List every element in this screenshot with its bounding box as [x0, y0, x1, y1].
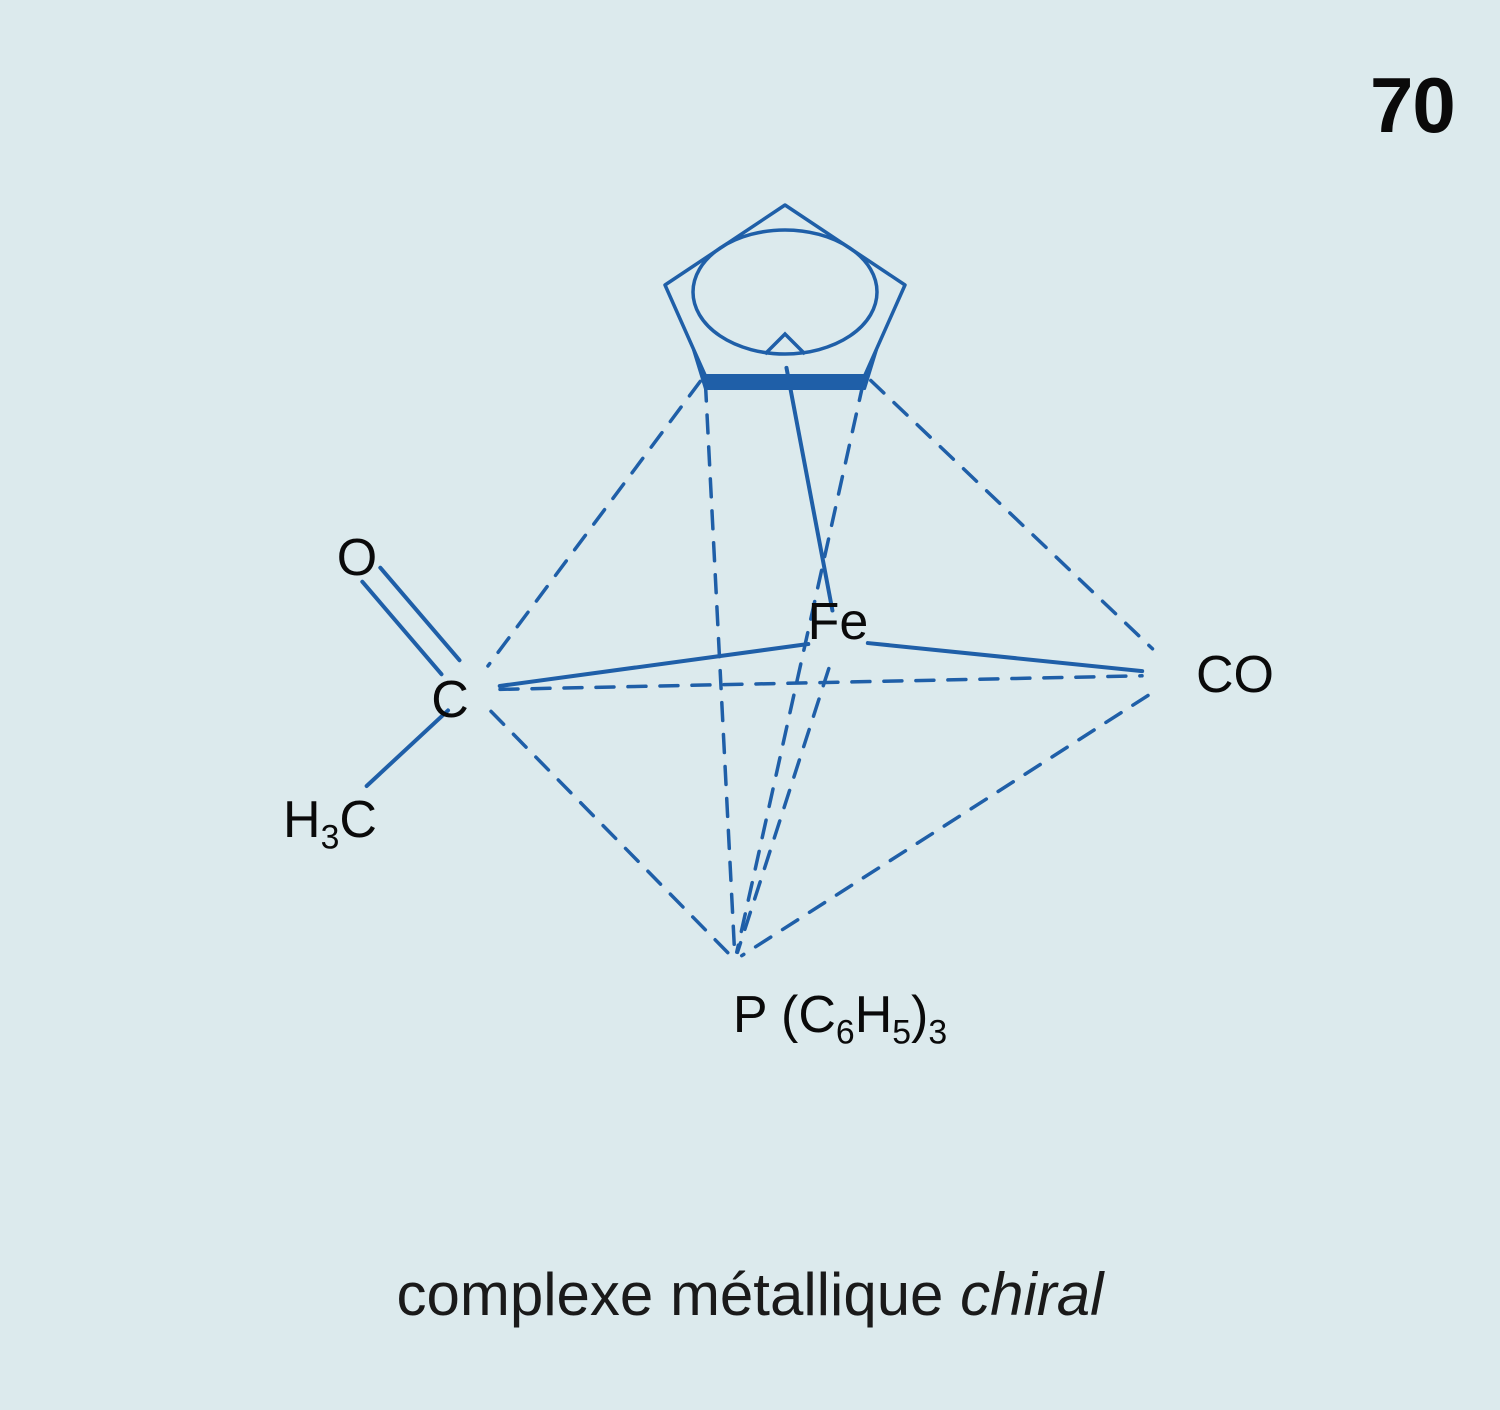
- edge-dashed: [871, 381, 1153, 649]
- page-number: 70: [1370, 60, 1455, 151]
- atom-label-o: O: [337, 528, 377, 588]
- caption-segment: chiral: [960, 1261, 1103, 1328]
- edge-dashed: [742, 695, 1148, 955]
- chemistry-diagram: [0, 0, 1500, 1410]
- atom-label-h3c: H3C: [283, 790, 377, 850]
- edge-dashed: [705, 383, 734, 952]
- edge-dashed: [500, 676, 1142, 690]
- atom-label-phosphine: P (C6H5)3: [733, 985, 947, 1045]
- edge-solid: [500, 644, 809, 686]
- atom-label-c: C: [431, 670, 469, 730]
- caption-segment: complexe métallique: [396, 1261, 960, 1328]
- atom-label-co: CO: [1196, 645, 1274, 705]
- edge-dashed: [488, 381, 700, 666]
- figure-canvas: Fe C CO O H3C P (C6H5)3: [0, 0, 1500, 1410]
- atom-label-fe: Fe: [808, 592, 869, 652]
- figure-caption: complexe métallique chiral: [0, 1260, 1500, 1329]
- cp-ring-notch: [765, 334, 805, 354]
- edge-dashed: [491, 711, 729, 954]
- edge-solid: [786, 368, 832, 611]
- edge-solid: [868, 643, 1142, 671]
- edge-dashed: [737, 383, 864, 952]
